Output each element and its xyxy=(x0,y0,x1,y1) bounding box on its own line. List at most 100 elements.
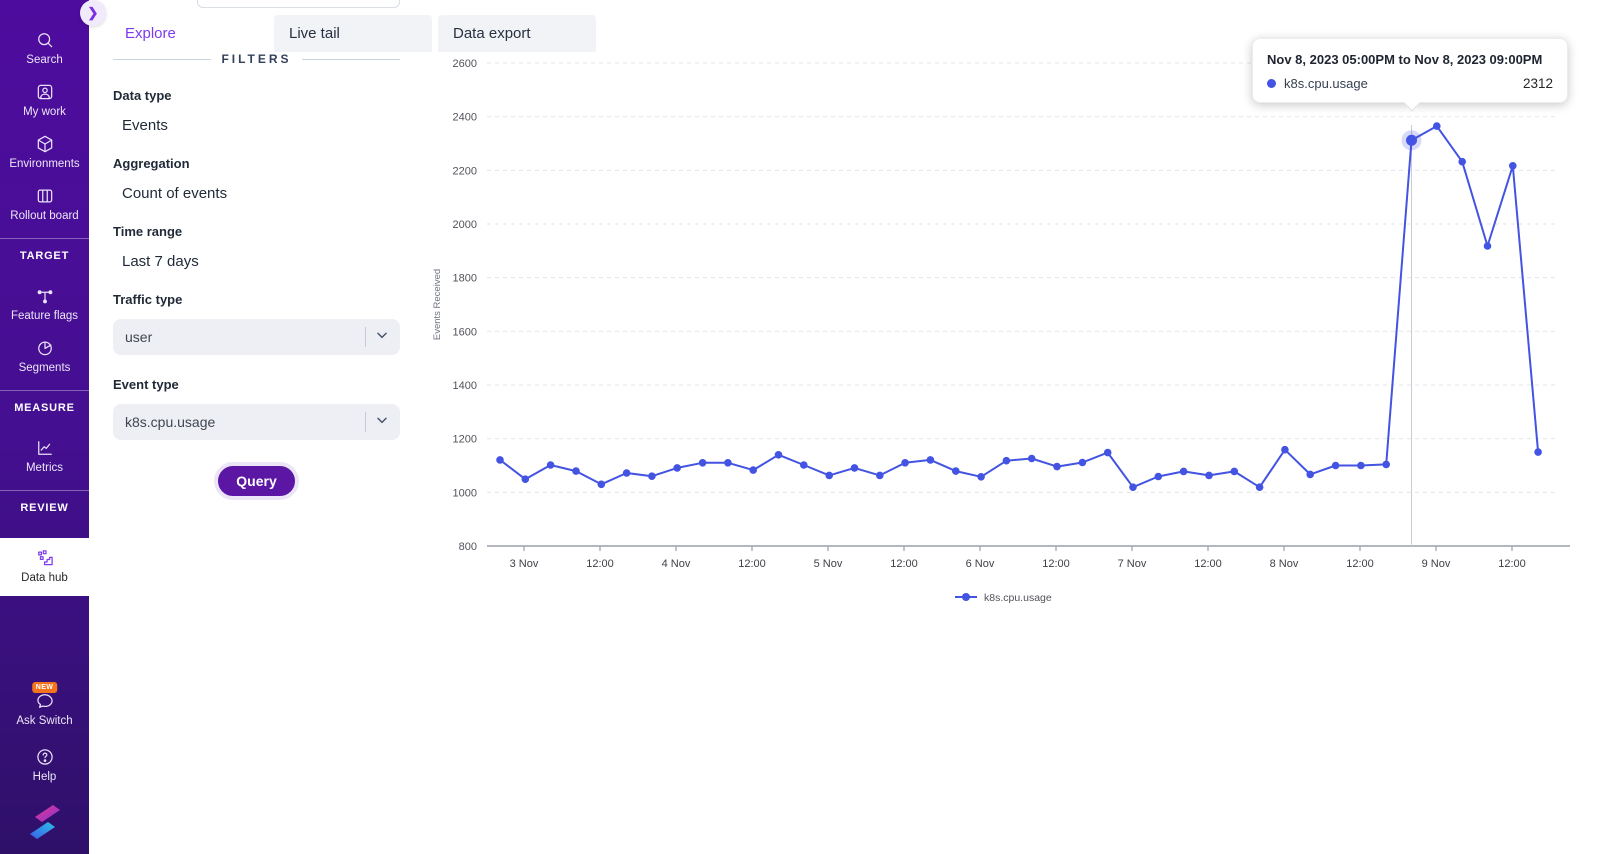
data-point xyxy=(724,459,732,467)
data-point xyxy=(977,473,985,481)
data-point xyxy=(825,471,833,480)
data-point xyxy=(1154,472,1163,481)
sidebar-section-header: TARGET xyxy=(19,250,70,262)
y-tick-label: 800 xyxy=(459,541,477,553)
tab-live-tail[interactable]: Live tail xyxy=(274,15,432,52)
data-point xyxy=(1306,470,1314,479)
series-line xyxy=(499,125,1540,489)
filter-value: Last 7 days xyxy=(122,253,199,270)
question-circle-icon xyxy=(35,747,55,767)
series-dot-icon xyxy=(1267,79,1276,88)
y-tick-label: 1400 xyxy=(453,380,477,392)
sidebar-item-data-hub[interactable]: Data hub xyxy=(0,538,89,596)
y-tick-label: 2400 xyxy=(453,112,477,124)
filter-group-aggregation: Aggregation Count of events xyxy=(113,156,400,202)
data-point xyxy=(1002,456,1011,465)
event-type-select[interactable]: k8s.cpu.usage xyxy=(113,404,400,440)
search-icon xyxy=(35,30,55,50)
switch-logo xyxy=(28,803,62,846)
data-point xyxy=(1053,462,1061,471)
sidebar-item-ask-switch[interactable]: NEW Ask Switch xyxy=(16,682,73,727)
data-point xyxy=(1382,460,1390,469)
sidebar-expand-button[interactable]: ❯ xyxy=(80,0,106,26)
data-point xyxy=(1483,242,1492,250)
sidebar-item-feature-flags[interactable]: Feature flags xyxy=(0,286,89,322)
tooltip-series-name: k8s.cpu.usage xyxy=(1284,76,1368,91)
query-button[interactable]: Query xyxy=(214,462,299,500)
sidebar-item-search[interactable]: Search xyxy=(0,30,89,66)
data-point xyxy=(1255,483,1264,492)
filters-header: FILTERS xyxy=(113,52,400,66)
x-tick-label: 12:00 xyxy=(1346,558,1374,570)
x-tick-label: 4 Nov xyxy=(662,558,691,570)
filter-group-event-type: Event type k8s.cpu.usage xyxy=(113,377,400,440)
data-point xyxy=(1027,454,1036,463)
sidebar-item-metrics[interactable]: Metrics xyxy=(0,438,89,474)
legend-item-k8s-cpu-usage[interactable]: k8s.cpu.usage xyxy=(955,592,1052,604)
x-tick-label: 9 Nov xyxy=(1422,558,1451,570)
legend-marker-icon xyxy=(962,593,970,601)
y-axis-label: Events Received xyxy=(432,269,443,340)
branch-icon xyxy=(35,286,55,306)
data-point xyxy=(1433,122,1441,130)
sidebar-item-label: Environments xyxy=(9,158,80,170)
filter-label: Aggregation xyxy=(113,156,190,171)
chat-bubble-icon xyxy=(35,691,55,711)
x-tick-label: 12:00 xyxy=(1042,558,1070,570)
tab-bar: Explore Live tail Data export xyxy=(110,15,596,52)
filter-label: Time range xyxy=(113,224,183,239)
data-point xyxy=(1331,461,1340,470)
y-tick-label: 1000 xyxy=(453,487,477,499)
data-point xyxy=(901,459,909,467)
tab-explore[interactable]: Explore xyxy=(110,15,268,52)
tooltip-series-row: k8s.cpu.usage 2312 xyxy=(1267,76,1553,91)
chart-svg: Events Received 800 1000 1200 1400 1600 1800 20… xyxy=(432,58,1570,604)
data-point xyxy=(648,472,656,481)
data-point xyxy=(521,475,530,484)
data-hub-icon xyxy=(35,548,55,568)
user-card-icon xyxy=(35,82,55,102)
data-point xyxy=(622,469,631,477)
y-tick-label: 2600 xyxy=(453,58,477,70)
data-point xyxy=(749,466,757,474)
data-point xyxy=(673,464,681,472)
x-tick-label: 12:00 xyxy=(890,558,918,570)
data-point xyxy=(850,464,859,472)
data-point xyxy=(876,471,884,480)
pie-icon xyxy=(35,338,55,358)
data-point xyxy=(1179,467,1188,476)
sidebar-item-rollout-board[interactable]: Rollout board xyxy=(0,186,89,222)
y-tick-label: 1600 xyxy=(453,326,477,338)
data-point xyxy=(546,461,555,469)
sidebar-item-my-work[interactable]: My work xyxy=(0,82,89,118)
data-point xyxy=(572,467,580,475)
cube-icon xyxy=(35,134,55,154)
sidebar-item-help[interactable]: Help xyxy=(32,747,57,783)
filter-group-time-range: Time range Last 7 days xyxy=(113,224,400,270)
data-point xyxy=(1534,448,1542,456)
x-tick-label: 12:00 xyxy=(1194,558,1222,570)
filter-group-traffic-type: Traffic type user xyxy=(113,292,400,355)
data-point xyxy=(800,461,808,469)
data-point xyxy=(1205,471,1213,480)
data-point xyxy=(496,456,504,464)
events-line-chart[interactable]: Events Received 800 1000 1200 1400 1600 1800 20… xyxy=(430,40,1575,615)
sidebar-section-header: MEASURE xyxy=(14,402,75,414)
sidebar-item-label: Help xyxy=(32,771,57,783)
sidebar-item-segments[interactable]: Segments xyxy=(0,338,89,374)
tab-data-export[interactable]: Data export xyxy=(438,15,596,52)
filter-label: Data type xyxy=(113,88,172,103)
sidebar-item-environments[interactable]: Environments xyxy=(0,134,89,170)
data-point xyxy=(952,467,960,475)
sidebar-item-label: Feature flags xyxy=(10,310,79,322)
data-point xyxy=(1078,458,1087,467)
highlighted-point xyxy=(1406,134,1418,146)
x-tick-label: 5 Nov xyxy=(814,558,843,570)
chart-tooltip: Nov 8, 2023 05:00PM to Nov 8, 2023 09:00… xyxy=(1252,38,1568,111)
chevron-down-icon xyxy=(374,412,390,433)
legend-label: k8s.cpu.usage xyxy=(984,592,1052,604)
sidebar-item-label: Data hub xyxy=(21,572,68,584)
chevron-down-icon xyxy=(374,327,390,348)
traffic-type-select[interactable]: user xyxy=(113,319,400,355)
